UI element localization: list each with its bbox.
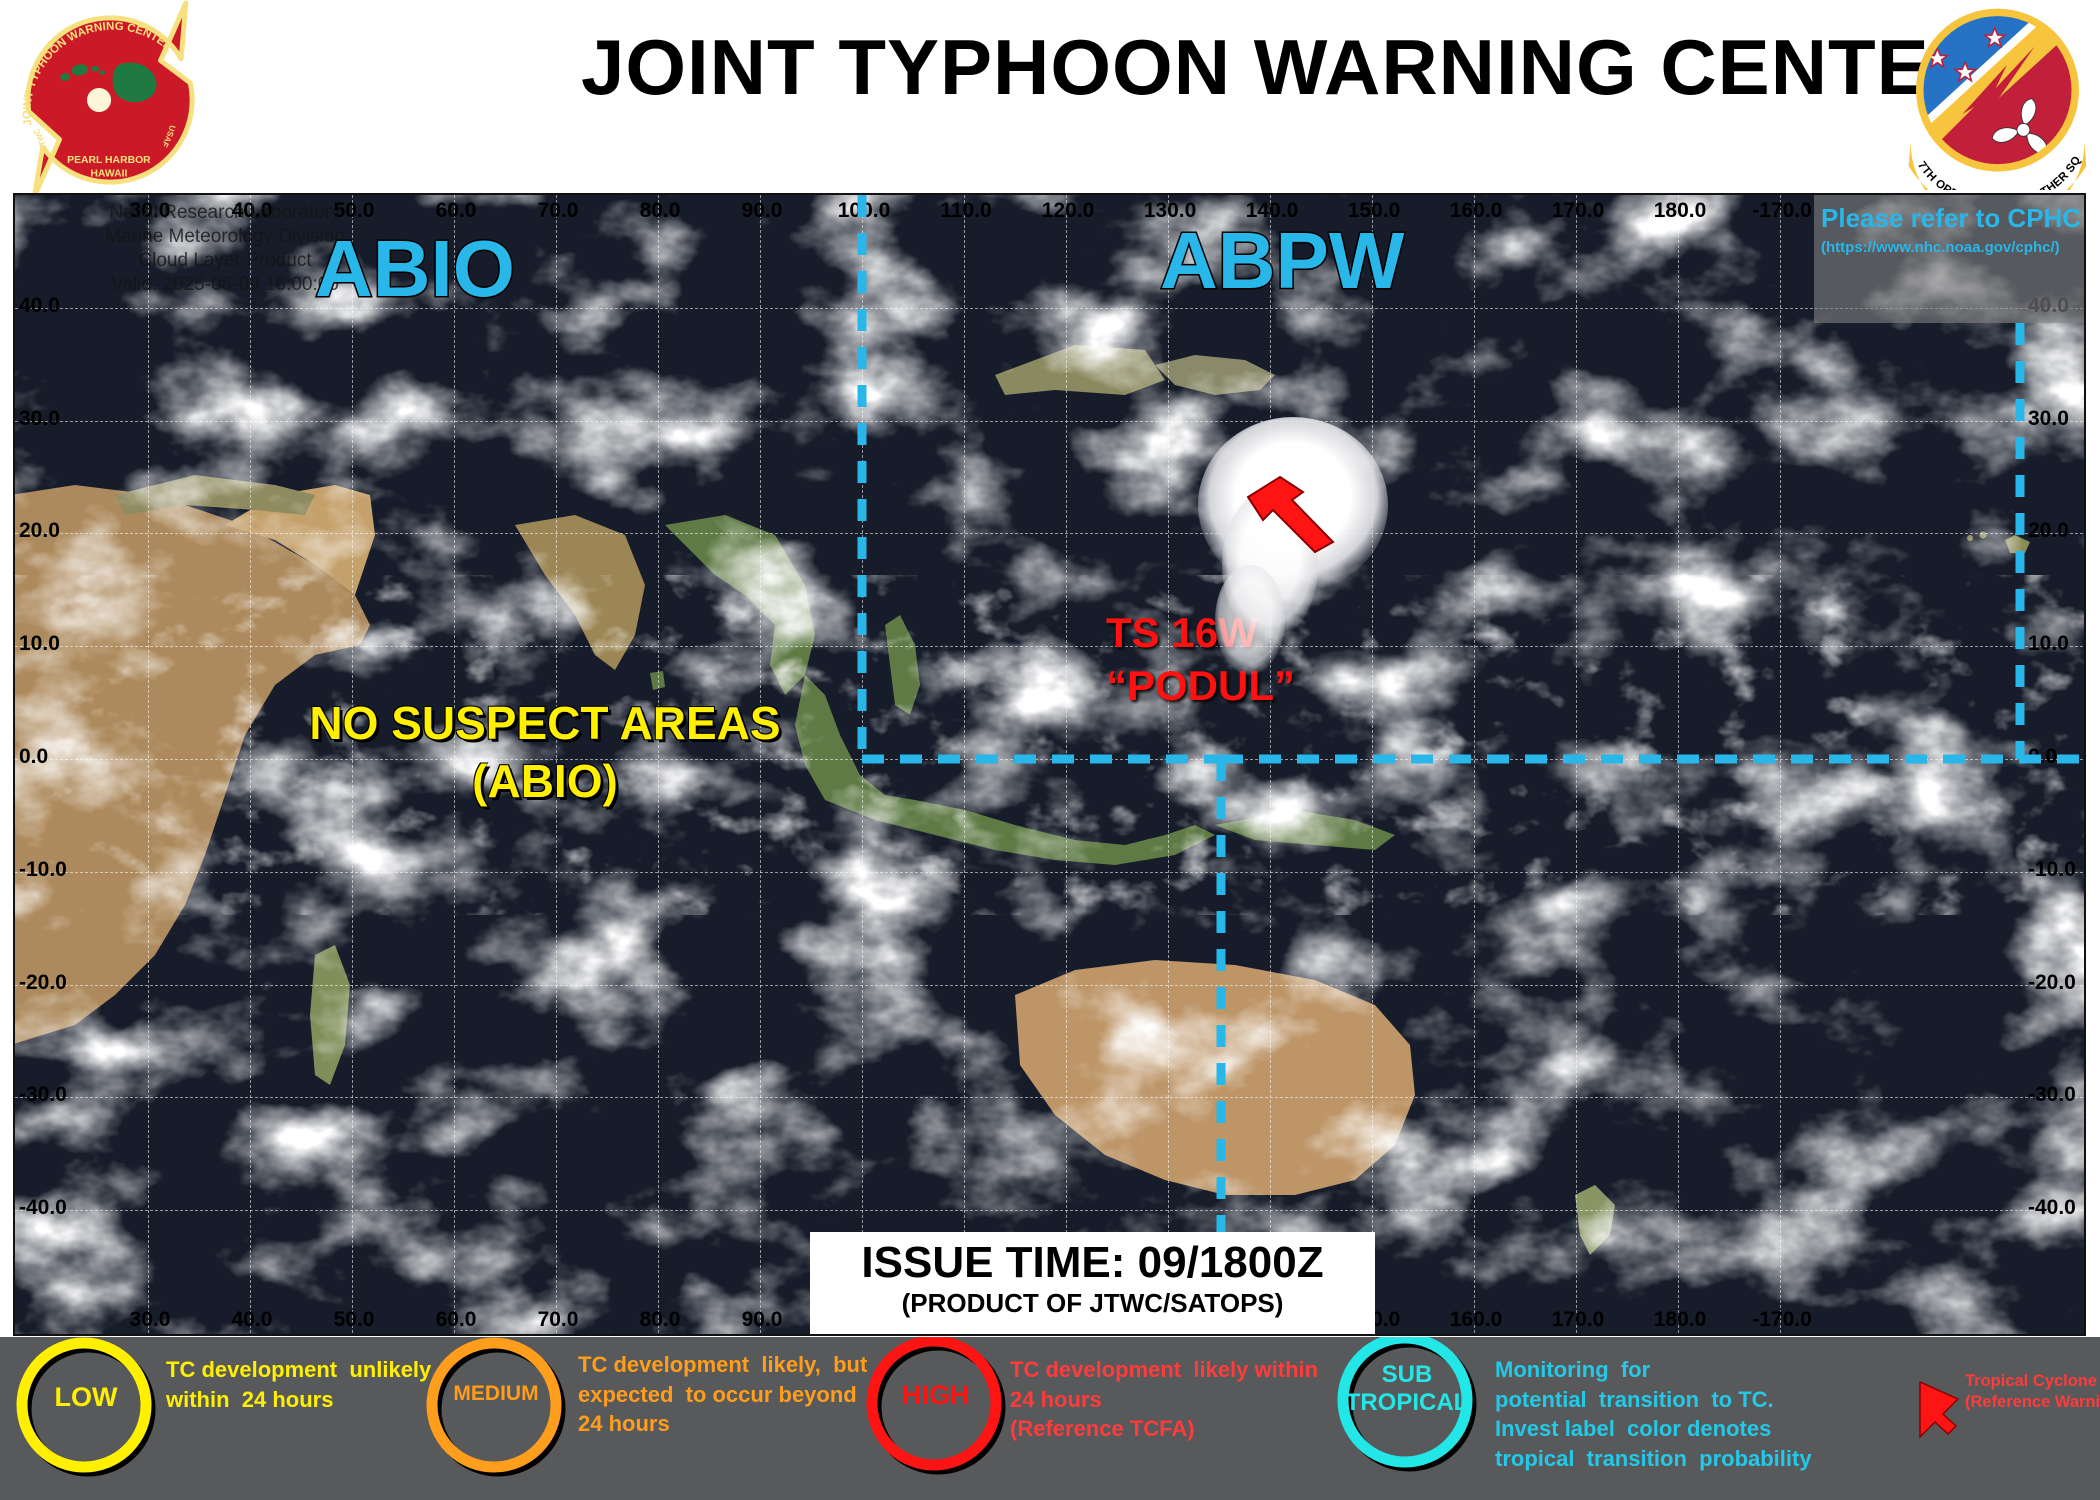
svg-text:PEARL HARBOR: PEARL HARBOR bbox=[67, 155, 151, 166]
svg-text:HAWAII: HAWAII bbox=[90, 169, 127, 180]
